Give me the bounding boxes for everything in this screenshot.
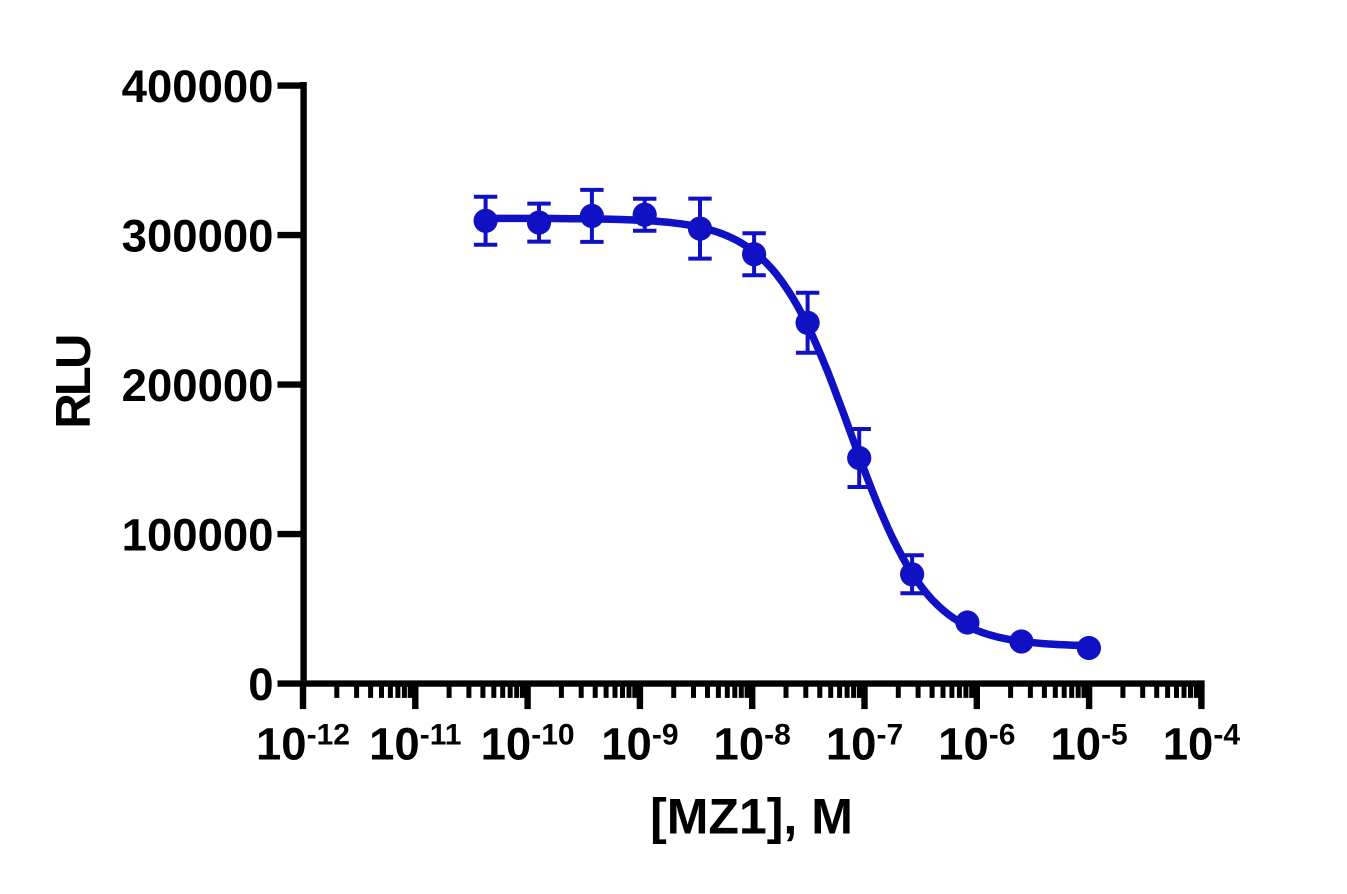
- svg-text:400000: 400000: [122, 61, 274, 112]
- svg-text:10-8: 10-8: [714, 719, 791, 770]
- svg-text:[MZ1], M: [MZ1], M: [650, 789, 853, 845]
- svg-text:200000: 200000: [122, 360, 274, 411]
- svg-text:RLU: RLU: [47, 336, 101, 429]
- svg-text:0: 0: [248, 659, 273, 710]
- svg-text:300000: 300000: [122, 211, 274, 262]
- svg-text:100000: 100000: [122, 510, 274, 561]
